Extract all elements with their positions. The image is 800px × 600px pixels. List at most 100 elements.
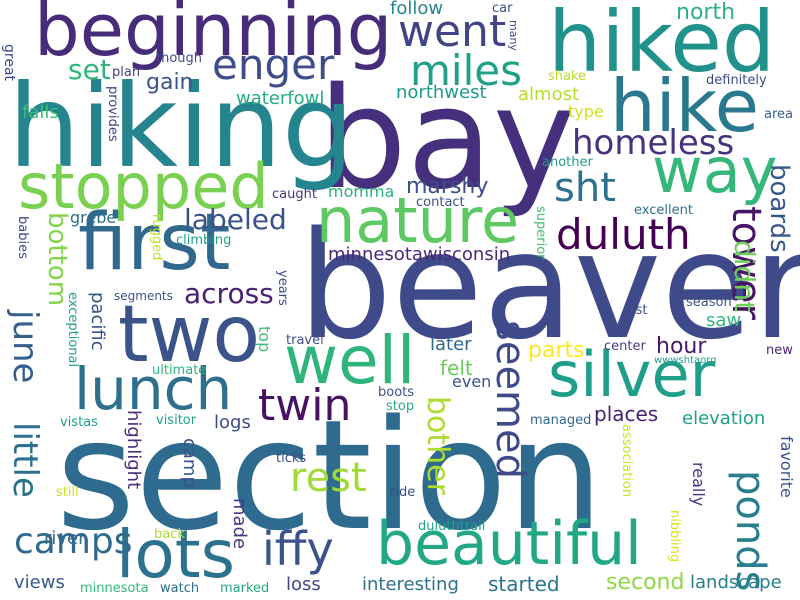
word-watch: watch: [160, 581, 200, 596]
word-ticks: ticks: [276, 451, 307, 466]
word-second: second: [606, 570, 685, 595]
word-new: new: [766, 343, 793, 358]
word-interesting: interesting: [362, 574, 459, 595]
word-river: river: [44, 528, 86, 549]
word-contact: contact: [416, 195, 465, 210]
word-beaver: beaver: [298, 200, 800, 372]
word-ponds: ponds: [727, 470, 773, 592]
word-hiking: hiking: [8, 60, 355, 193]
word-silver: silver: [548, 338, 716, 411]
word-minnesota: minnesota: [80, 581, 149, 596]
word-almost: almost: [518, 84, 580, 105]
word-years: years: [275, 270, 290, 306]
word-later: later: [430, 334, 472, 355]
word-sht: sht: [554, 165, 616, 211]
word-places: places: [594, 402, 659, 426]
word-lunch: lunch: [74, 355, 233, 423]
word-homeless: homeless: [572, 123, 735, 163]
word-hike: hike: [610, 64, 760, 148]
word-shake: shake: [548, 69, 587, 84]
word-definitely: definitely: [706, 73, 767, 88]
word-top: top: [255, 326, 274, 353]
word-association: association: [619, 424, 634, 498]
word-follow: follow: [390, 0, 444, 19]
word-season: season: [686, 295, 732, 310]
word-plan: plan: [112, 65, 141, 80]
word-set: set: [68, 53, 111, 86]
word-started: started: [488, 572, 560, 596]
word-segments: segments: [114, 289, 173, 303]
word-superior: superior: [533, 206, 548, 260]
word-nature: nature: [316, 184, 520, 257]
word-didnt: didnt: [728, 240, 761, 313]
word-exceptional: exceptional: [65, 292, 80, 368]
word-minnesotawisconsin: minnesotawisconsin: [328, 244, 511, 265]
word-loss: loss: [286, 574, 321, 595]
word-climbing: climbing: [176, 233, 232, 248]
word-well: well: [284, 322, 416, 399]
word-falls: falls: [22, 102, 59, 123]
word-center: center: [604, 339, 646, 354]
word-elevation: elevation: [682, 408, 766, 429]
word-labeled: labeled: [184, 203, 287, 236]
word-even: even: [452, 372, 492, 391]
word-boards: boards: [764, 164, 794, 253]
word-ride: ride: [390, 485, 416, 500]
word-hiked: hiked: [548, 0, 776, 91]
word-june: june: [5, 310, 45, 384]
word-back: back: [154, 527, 185, 542]
word-great: great: [1, 44, 17, 82]
word-landscape: landscape: [690, 572, 782, 593]
word-way: way: [652, 134, 778, 207]
word-babies: babies: [15, 216, 30, 259]
word-car: car: [492, 1, 513, 16]
word-iffy: iffy: [262, 522, 334, 576]
word-highlight: highlight: [123, 410, 144, 490]
word-another: another: [542, 155, 593, 170]
word-enger: enger: [212, 40, 335, 89]
word-bay: bay: [318, 58, 576, 221]
word-bother: bother: [420, 396, 455, 495]
word-boots: boots: [378, 385, 415, 400]
word-momma: momma: [328, 182, 395, 201]
word-marshy: marshy: [406, 174, 489, 199]
word-marked: marked: [220, 581, 270, 596]
word-beginning: beginning: [34, 0, 393, 72]
word-made: made: [229, 498, 250, 550]
word-favorite: favorite: [777, 436, 796, 498]
word-duluthtrail: duluthtrail: [418, 519, 486, 534]
word-excellent: excellent: [634, 203, 693, 218]
word-little: little: [5, 422, 45, 498]
word-area: area: [764, 107, 793, 122]
word-bottom: bottom: [42, 212, 72, 307]
word-two: two: [118, 290, 261, 380]
word-type: type: [568, 102, 604, 121]
word-northwest: northwest: [396, 82, 487, 103]
word-felt: felt: [440, 356, 473, 380]
word-section: section: [56, 387, 604, 564]
word-nibbling: nibbling: [667, 510, 682, 563]
word-rest: rest: [290, 455, 367, 501]
word-went: went: [398, 6, 507, 57]
word-across: across: [184, 277, 274, 310]
word-grebe: grebe: [70, 208, 117, 227]
word-though: though: [156, 51, 203, 66]
word-hour: hour: [656, 334, 707, 359]
word-seemed: seemed: [487, 320, 533, 480]
word-north: north: [676, 0, 736, 25]
word-gain: gain: [146, 70, 194, 95]
word-stopped: stopped: [18, 150, 269, 223]
word-travel: travel: [286, 333, 324, 348]
word-many: many: [507, 20, 520, 51]
word-vistas: vistas: [60, 415, 98, 430]
word-still: still: [56, 485, 79, 500]
word-views: views: [14, 572, 65, 593]
word-tower: tower: [723, 206, 769, 320]
word-lots: lots: [116, 516, 235, 593]
word-miles: miles: [410, 46, 522, 95]
word-ultimate: ultimate: [152, 363, 207, 378]
word-saw: saw: [706, 310, 742, 331]
word-managed: managed: [530, 413, 592, 428]
word-twin: twin: [258, 380, 352, 431]
